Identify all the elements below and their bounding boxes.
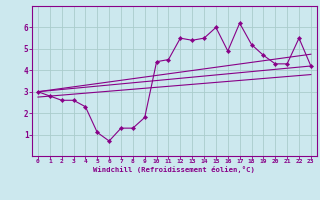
X-axis label: Windchill (Refroidissement éolien,°C): Windchill (Refroidissement éolien,°C) [93, 166, 255, 173]
